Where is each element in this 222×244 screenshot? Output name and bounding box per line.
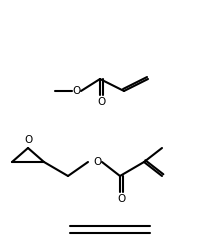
Text: O: O: [72, 86, 80, 96]
Text: O: O: [97, 97, 105, 107]
Text: O: O: [24, 135, 32, 145]
Text: O: O: [117, 194, 125, 204]
Text: O: O: [93, 157, 101, 167]
